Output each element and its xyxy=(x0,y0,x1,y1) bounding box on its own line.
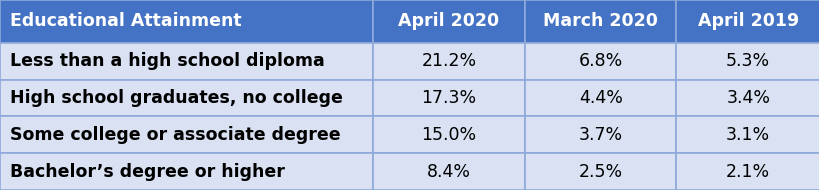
FancyBboxPatch shape xyxy=(676,0,819,43)
FancyBboxPatch shape xyxy=(676,153,819,190)
FancyBboxPatch shape xyxy=(0,153,373,190)
FancyBboxPatch shape xyxy=(373,43,524,80)
Text: 17.3%: 17.3% xyxy=(421,89,476,107)
Text: 8.4%: 8.4% xyxy=(427,163,470,180)
FancyBboxPatch shape xyxy=(0,116,373,153)
FancyBboxPatch shape xyxy=(676,43,819,80)
FancyBboxPatch shape xyxy=(676,80,819,116)
Text: 6.8%: 6.8% xyxy=(578,52,622,70)
Text: High school graduates, no college: High school graduates, no college xyxy=(10,89,342,107)
Text: 4.4%: 4.4% xyxy=(578,89,622,107)
Text: 15.0%: 15.0% xyxy=(421,126,476,144)
FancyBboxPatch shape xyxy=(373,80,524,116)
FancyBboxPatch shape xyxy=(0,43,373,80)
FancyBboxPatch shape xyxy=(524,153,676,190)
FancyBboxPatch shape xyxy=(373,153,524,190)
Text: 3.4%: 3.4% xyxy=(726,89,769,107)
Text: Some college or associate degree: Some college or associate degree xyxy=(10,126,340,144)
FancyBboxPatch shape xyxy=(0,0,373,43)
FancyBboxPatch shape xyxy=(524,43,676,80)
FancyBboxPatch shape xyxy=(373,116,524,153)
FancyBboxPatch shape xyxy=(524,116,676,153)
Text: 21.2%: 21.2% xyxy=(421,52,476,70)
FancyBboxPatch shape xyxy=(676,116,819,153)
Text: 2.1%: 2.1% xyxy=(726,163,769,180)
Text: Bachelor’s degree or higher: Bachelor’s degree or higher xyxy=(10,163,284,180)
Text: Less than a high school diploma: Less than a high school diploma xyxy=(10,52,324,70)
Text: April 2020: April 2020 xyxy=(398,12,499,30)
FancyBboxPatch shape xyxy=(0,80,373,116)
Text: March 2020: March 2020 xyxy=(542,12,658,30)
Text: April 2019: April 2019 xyxy=(697,12,798,30)
FancyBboxPatch shape xyxy=(373,0,524,43)
FancyBboxPatch shape xyxy=(524,80,676,116)
Text: 2.5%: 2.5% xyxy=(578,163,622,180)
Text: Educational Attainment: Educational Attainment xyxy=(10,12,241,30)
FancyBboxPatch shape xyxy=(524,0,676,43)
Text: 3.7%: 3.7% xyxy=(578,126,622,144)
Text: 3.1%: 3.1% xyxy=(726,126,769,144)
Text: 5.3%: 5.3% xyxy=(726,52,769,70)
